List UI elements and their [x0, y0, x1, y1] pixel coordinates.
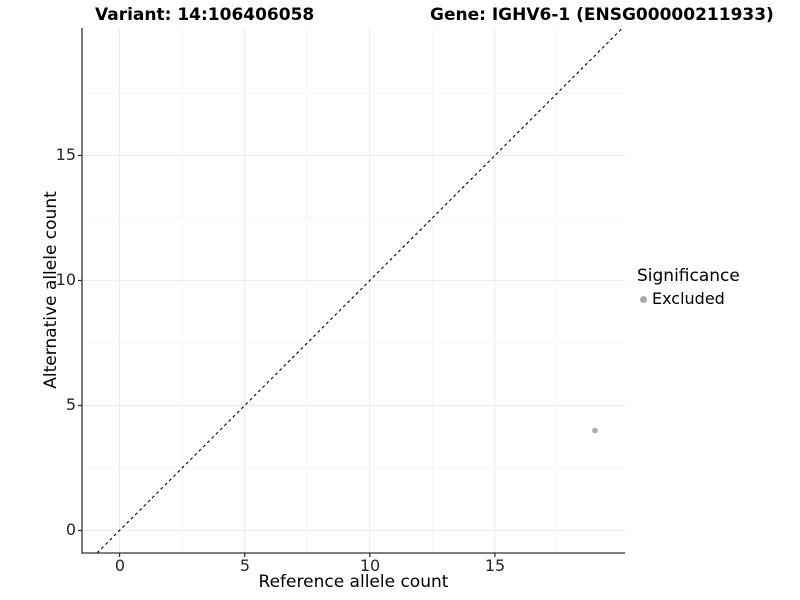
x-tick-label: 15 — [484, 556, 506, 575]
x-tick-label: 10 — [359, 556, 381, 575]
y-tick-label: 0 — [65, 520, 76, 539]
plot-title-gene: Gene: IGHV6-1 (ENSG00000211933) — [430, 5, 774, 25]
legend-item-excluded: Excluded — [637, 289, 740, 309]
y-tick-label: 15 — [55, 145, 76, 164]
legend-title: Significance — [637, 266, 740, 286]
plot-title-variant: Variant: 14:106406058 — [95, 5, 315, 25]
x-axis-title: Reference allele count — [258, 572, 449, 592]
legend-item-label: Excluded — [652, 289, 725, 308]
data-point — [592, 427, 598, 434]
point-icon — [640, 296, 647, 303]
x-tick-label: 5 — [239, 556, 251, 575]
y-axis-title: Alternative allele count — [41, 191, 61, 389]
y-tick-label: 10 — [55, 270, 76, 289]
legend: Significance Excluded — [637, 266, 740, 309]
identity-line — [96, 27, 623, 554]
y-tick-label: 5 — [65, 395, 76, 414]
x-tick-label: 0 — [114, 556, 126, 575]
